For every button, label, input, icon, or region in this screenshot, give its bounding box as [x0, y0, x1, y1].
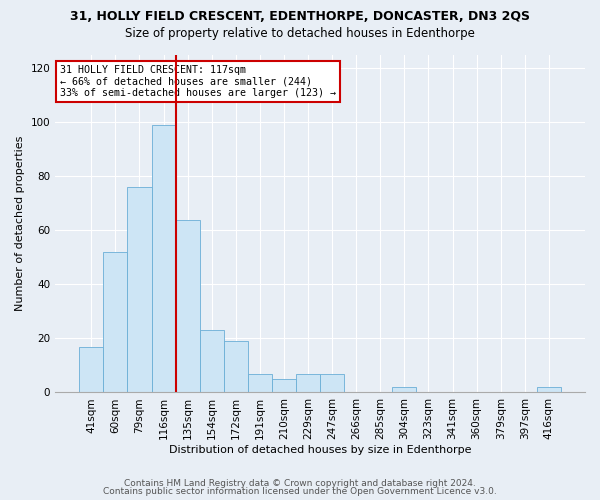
Bar — [296, 374, 320, 392]
Bar — [176, 220, 200, 392]
Text: 31, HOLLY FIELD CRESCENT, EDENTHORPE, DONCASTER, DN3 2QS: 31, HOLLY FIELD CRESCENT, EDENTHORPE, DO… — [70, 10, 530, 23]
Bar — [224, 341, 248, 392]
Bar — [127, 188, 152, 392]
Bar — [103, 252, 127, 392]
Bar — [152, 125, 176, 392]
Text: Contains public sector information licensed under the Open Government Licence v3: Contains public sector information licen… — [103, 487, 497, 496]
X-axis label: Distribution of detached houses by size in Edenthorpe: Distribution of detached houses by size … — [169, 445, 472, 455]
Text: Size of property relative to detached houses in Edenthorpe: Size of property relative to detached ho… — [125, 28, 475, 40]
Bar — [320, 374, 344, 392]
Bar — [392, 387, 416, 392]
Bar — [200, 330, 224, 392]
Bar — [79, 346, 103, 393]
Bar — [537, 387, 561, 392]
Text: Contains HM Land Registry data © Crown copyright and database right 2024.: Contains HM Land Registry data © Crown c… — [124, 478, 476, 488]
Text: 31 HOLLY FIELD CRESCENT: 117sqm
← 66% of detached houses are smaller (244)
33% o: 31 HOLLY FIELD CRESCENT: 117sqm ← 66% of… — [61, 65, 337, 98]
Bar — [248, 374, 272, 392]
Y-axis label: Number of detached properties: Number of detached properties — [15, 136, 25, 312]
Bar — [272, 379, 296, 392]
